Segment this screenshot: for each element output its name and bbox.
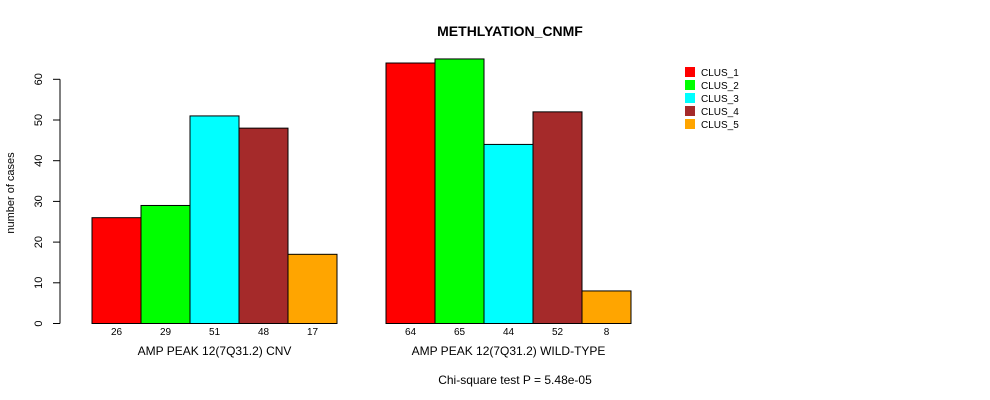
legend-swatch — [685, 119, 695, 129]
bar-value-label: 48 — [258, 327, 270, 338]
bars — [91, 58, 632, 325]
chi-square-footnote: Chi-square test P = 5.48e-05 — [438, 373, 592, 387]
legend-swatch — [685, 67, 695, 77]
group-label: AMP PEAK 12(7Q31.2) CNV — [138, 344, 292, 358]
legend-label: CLUS_2 — [701, 81, 739, 92]
bar-value-label: 65 — [454, 327, 466, 338]
y-axis: 0 10 20 30 40 50 60 — [33, 73, 61, 327]
bar-clus-3 — [483, 143, 534, 324]
bar-value-label: 17 — [307, 327, 319, 338]
y-tick-label: 60 — [33, 73, 45, 85]
bar-clus-4 — [238, 127, 289, 324]
bar-clus-1 — [385, 62, 436, 325]
legend-label: CLUS_1 — [701, 68, 739, 79]
legend-label: CLUS_3 — [701, 94, 739, 105]
y-tick-label: 50 — [33, 114, 45, 126]
bar-clus-5 — [287, 253, 338, 324]
bar-clus-2 — [434, 58, 485, 324]
bar-value-label: 64 — [405, 327, 417, 338]
y-tick-label: 30 — [33, 195, 45, 207]
value-labels: 26 29 51 48 17 64 65 44 52 8 — [111, 327, 610, 338]
bar-value-label: 44 — [503, 327, 515, 338]
bar-clus-3 — [189, 115, 240, 325]
legend: CLUS_1 CLUS_2 CLUS_3 CLUS_4 CLUS_5 — [685, 67, 739, 131]
bar-clus-2 — [140, 204, 191, 324]
y-tick-label: 10 — [33, 277, 45, 289]
y-tick-label: 20 — [33, 236, 45, 248]
chart-title: METHLYATION_CNMF — [437, 23, 583, 39]
group-label: AMP PEAK 12(7Q31.2) WILD-TYPE — [412, 344, 606, 358]
group-labels: AMP PEAK 12(7Q31.2) CNV AMP PEAK 12(7Q31.… — [138, 344, 606, 358]
legend-label: CLUS_4 — [701, 107, 739, 118]
bar-value-label: 29 — [160, 327, 172, 338]
legend-swatch — [685, 93, 695, 103]
legend-swatch — [685, 80, 695, 90]
y-tick-label: 40 — [33, 155, 45, 167]
bar-clus-5 — [581, 290, 632, 325]
bar-value-label: 51 — [209, 327, 221, 338]
y-tick-label: 0 — [33, 320, 45, 326]
bar-value-label: 52 — [552, 327, 564, 338]
bar-clus-4 — [532, 111, 583, 324]
legend-swatch — [685, 106, 695, 116]
bar-value-label: 26 — [111, 327, 123, 338]
legend-label: CLUS_5 — [701, 120, 739, 131]
bar-value-label: 8 — [604, 327, 610, 338]
y-axis-label: number of cases — [5, 152, 17, 234]
bar-clus-1 — [91, 217, 142, 324]
